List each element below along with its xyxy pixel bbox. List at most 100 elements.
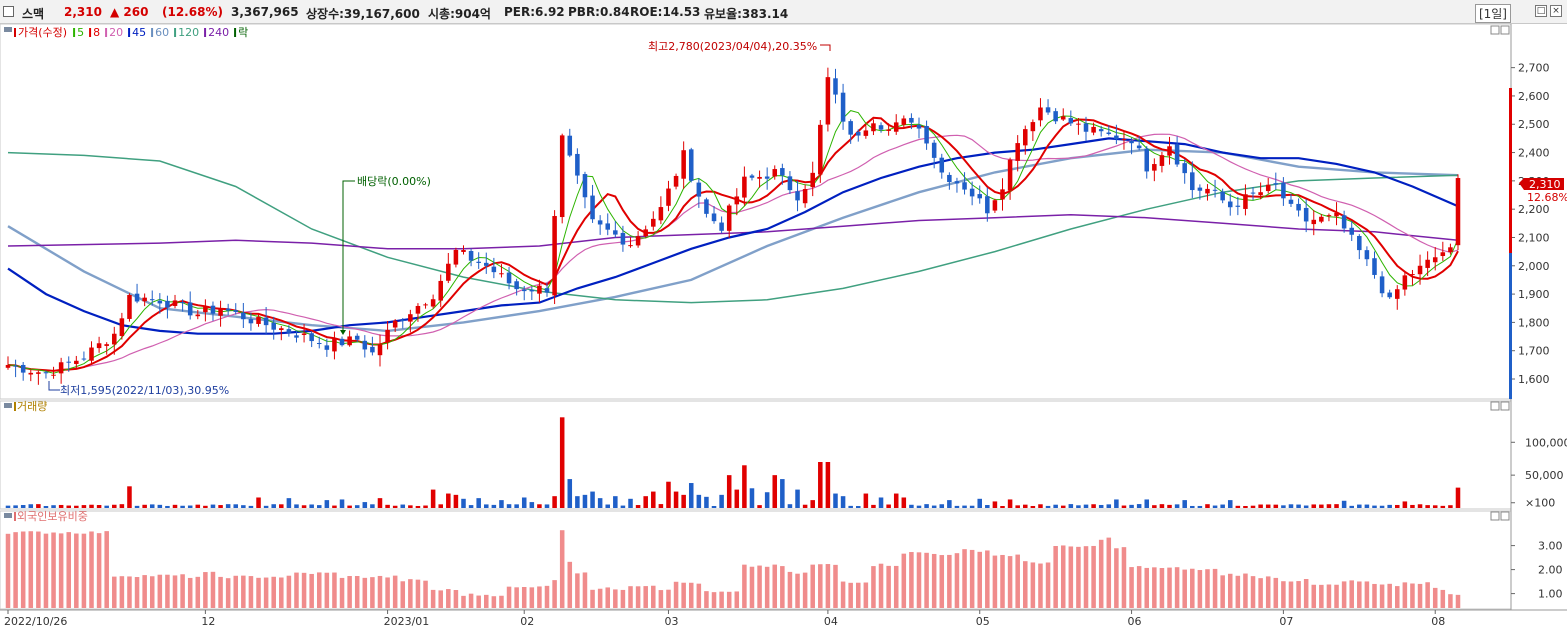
candle (1258, 182, 1263, 200)
volume-bar (901, 497, 907, 508)
legend-ma-240: 240 (208, 26, 229, 39)
candle (506, 266, 512, 290)
volume-bar (81, 505, 87, 508)
candle (195, 309, 201, 320)
volume-bar (597, 498, 603, 508)
foreign-bar (13, 532, 18, 608)
volume-bar (552, 496, 557, 508)
candle (605, 213, 611, 236)
volume-bar (787, 504, 793, 508)
volume-bar (818, 462, 823, 508)
date-tick-label: 06 (1128, 615, 1142, 628)
price-change: ▲ 260 (110, 5, 149, 19)
volume-bar (886, 504, 891, 508)
candle (499, 264, 504, 278)
foreign-bar (1015, 554, 1020, 608)
volume-bar (142, 504, 147, 508)
volume-bar (339, 499, 345, 508)
candle (658, 196, 664, 225)
foreign-bar (704, 591, 709, 608)
foreign-bar (119, 576, 125, 608)
volume-bar (628, 498, 633, 508)
stock-chart[interactable]: 가격(수정) 5 8 20 45 60 120 240 락 거래량 외국인보유비중 2,700 2… (0, 24, 1567, 630)
foreign-bar (772, 564, 778, 608)
candle (559, 133, 565, 224)
volume-bar (681, 494, 686, 508)
candle (1136, 135, 1142, 151)
ma-line-120 (7, 151, 1459, 304)
candle (1334, 202, 1339, 226)
foreign-bar (1068, 546, 1074, 608)
foreign-bar (1265, 576, 1271, 608)
volume-bar (1000, 506, 1005, 508)
moving-averages (7, 110, 1459, 374)
candle (734, 188, 740, 216)
volume-bar (430, 489, 436, 508)
volume-bar (1159, 504, 1165, 508)
legend-price: 가격(수정) (18, 26, 67, 39)
foreign-bar (818, 564, 823, 608)
select-checkbox[interactable] (3, 6, 14, 17)
candle (628, 237, 633, 248)
candle (461, 245, 466, 255)
volume-bar (347, 505, 352, 508)
candle (1448, 243, 1453, 255)
volume-bar (1220, 504, 1225, 508)
foreign-bar (1319, 584, 1324, 608)
candle (1425, 251, 1430, 277)
candle (726, 203, 732, 238)
volume-bar (415, 505, 421, 508)
period-selector[interactable]: [1일] (1474, 4, 1511, 23)
volume-bar (301, 505, 307, 508)
candle (1144, 146, 1150, 179)
foreign-bar (916, 552, 922, 608)
volume-bar (256, 497, 261, 508)
last-price-label: 2,310 (1529, 178, 1561, 191)
panel-grip-icon[interactable] (4, 27, 12, 32)
candle (1030, 119, 1036, 141)
maximize-icon[interactable]: □ (1535, 5, 1547, 17)
foreign-bar (521, 587, 527, 608)
foreign-bar (582, 572, 588, 608)
foreign-bar (924, 552, 929, 608)
volume-bar (1303, 505, 1309, 508)
foreign-bar (620, 589, 626, 608)
foreign-bar (1121, 547, 1127, 608)
volume-bar (241, 505, 246, 508)
volume-bar (537, 504, 542, 508)
volume-bar (1197, 505, 1203, 508)
candle (1410, 269, 1415, 286)
panel-grip-icon[interactable] (4, 513, 12, 518)
volume-bar (605, 504, 611, 508)
price-legend: 가격(수정) 5 8 20 45 60 120 240 락 (14, 26, 248, 39)
foreign-bar (1281, 581, 1286, 608)
candle (286, 325, 292, 337)
price-range-bar-up (1509, 88, 1512, 253)
candle (613, 221, 618, 238)
foreign-bar (66, 532, 71, 608)
volume-bar (1387, 504, 1392, 508)
foreign-bar (415, 579, 421, 608)
foreign-bar (81, 533, 87, 608)
foreign-bar (461, 595, 466, 608)
candle (309, 331, 314, 348)
foreign-bar (1250, 576, 1256, 608)
candle (165, 295, 170, 319)
foreign-bar (1197, 570, 1203, 608)
foreign-bar (233, 575, 239, 608)
candle (810, 161, 815, 197)
candle (696, 178, 702, 208)
foreign-bar (666, 589, 671, 608)
panel-buttons[interactable] (1490, 25, 1510, 521)
volume-bar (1007, 499, 1013, 508)
candle (1357, 234, 1362, 260)
candle (666, 180, 671, 212)
candle (1296, 198, 1301, 217)
volume-bar (909, 504, 914, 508)
foreign-bar (279, 577, 284, 608)
close-icon[interactable]: × (1550, 5, 1562, 17)
candle (833, 68, 838, 104)
foreign-bar (734, 591, 740, 608)
panel-grip-icon[interactable] (4, 403, 12, 408)
volume-bar (871, 504, 876, 508)
